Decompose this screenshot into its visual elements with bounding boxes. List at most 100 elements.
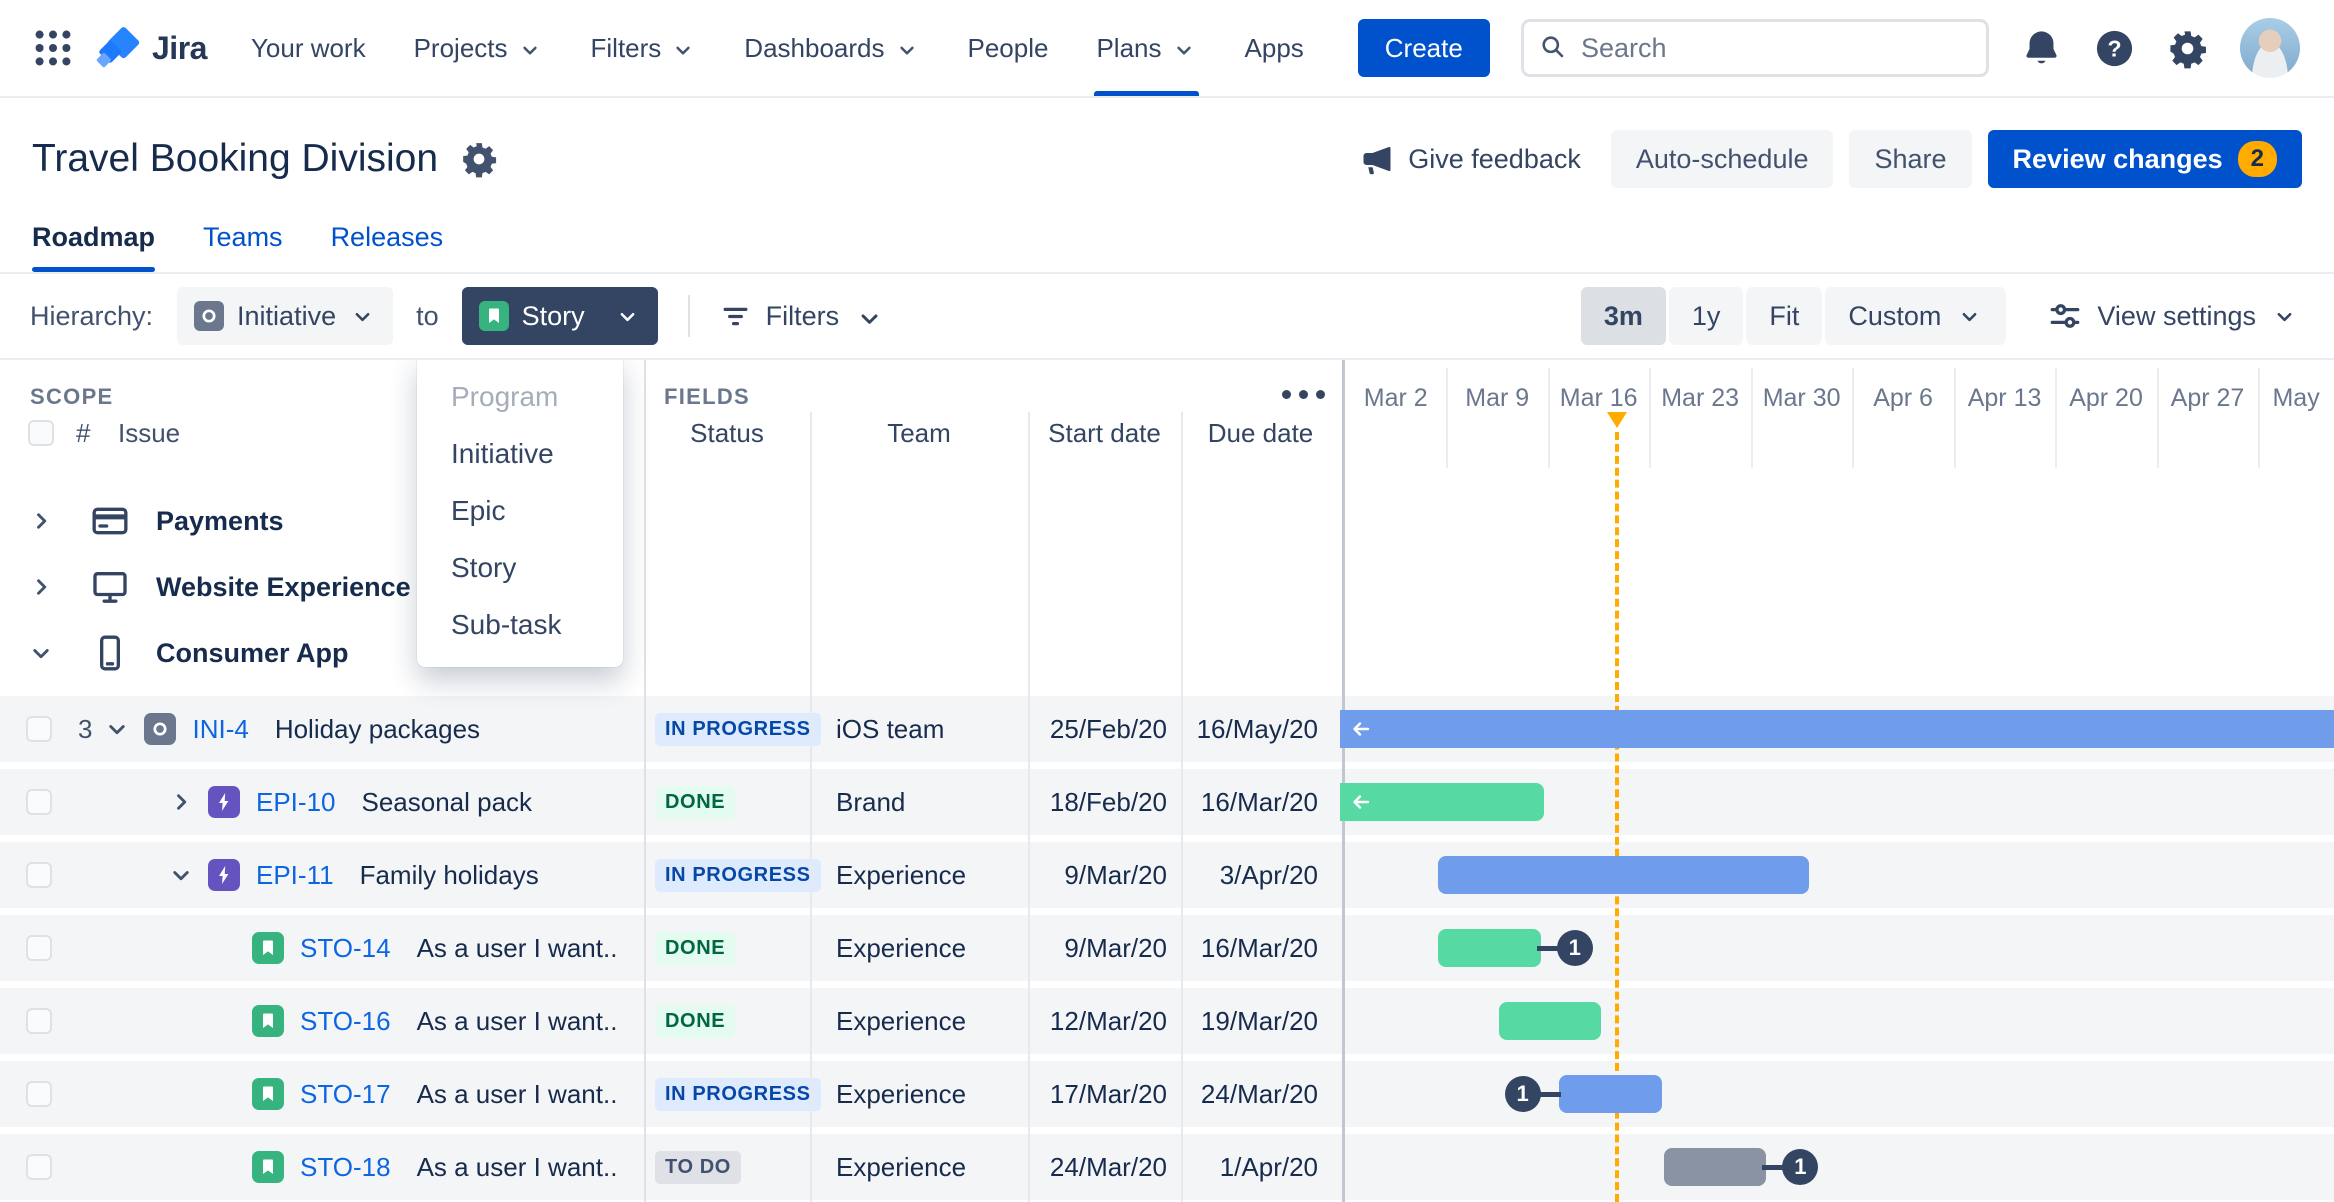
status-cell[interactable]: DONE — [644, 769, 810, 835]
team-cell[interactable]: Experience — [836, 932, 967, 963]
schedule-bar[interactable] — [1340, 783, 1544, 821]
team-cell[interactable]: Experience — [836, 1078, 967, 1109]
range-option-custom[interactable]: Custom — [1825, 287, 2007, 345]
status-badge[interactable]: TO DO — [655, 1150, 741, 1184]
due-date-cell[interactable]: 1/Apr/20 — [1219, 1151, 1318, 1182]
search-box[interactable] — [1521, 19, 1989, 77]
due-date-cell[interactable]: 16/Mar/20 — [1200, 786, 1318, 817]
range-option-fit[interactable]: Fit — [1746, 287, 1823, 345]
select-all-checkbox[interactable] — [28, 420, 54, 446]
status-badge[interactable]: DONE — [655, 1004, 736, 1038]
status-cell[interactable]: IN PROGRESS — [644, 1061, 821, 1127]
nav-item-projects[interactable]: Projects — [414, 0, 543, 96]
team-cell[interactable]: Experience — [836, 1151, 967, 1182]
start-date-cell[interactable]: 25/Feb/20 — [1049, 713, 1167, 744]
nav-item-filters[interactable]: Filters — [591, 0, 697, 96]
status-cell[interactable]: DONE — [644, 988, 810, 1054]
status-cell[interactable]: DONE — [644, 915, 810, 981]
menu-item-sub-task[interactable]: Sub-task — [451, 608, 562, 640]
dependency-count-badge[interactable]: 1 — [1782, 1149, 1819, 1185]
schedule-bar[interactable] — [1664, 1148, 1767, 1186]
menu-item-epic[interactable]: Epic — [451, 494, 506, 526]
due-date-cell[interactable]: 19/Mar/20 — [1200, 1005, 1318, 1036]
notifications-bell-icon[interactable] — [2021, 28, 2062, 69]
status-badge[interactable]: DONE — [655, 785, 736, 819]
chevron-down-icon[interactable] — [166, 860, 196, 890]
chevron-right-icon[interactable] — [26, 572, 56, 602]
issue-key-link[interactable]: EPI-11 — [256, 859, 334, 890]
hierarchy-from-dropdown[interactable]: Initiative — [177, 287, 394, 345]
row-checkbox[interactable] — [26, 862, 52, 888]
start-date-cell[interactable]: 12/Mar/20 — [1049, 1005, 1167, 1036]
nav-item-plans[interactable]: Plans — [1094, 0, 1199, 96]
give-feedback-button[interactable]: Give feedback — [1359, 141, 1581, 177]
due-date-cell[interactable]: 16/May/20 — [1196, 713, 1318, 744]
group-row-consumer-app[interactable]: Consumer App — [0, 620, 2334, 686]
user-avatar[interactable] — [2240, 18, 2300, 78]
row-checkbox[interactable] — [26, 1154, 52, 1180]
app-switcher-icon[interactable] — [30, 25, 76, 71]
row-checkbox[interactable] — [26, 1081, 52, 1107]
chevron-down-icon[interactable] — [26, 638, 56, 668]
team-cell[interactable]: iOS team — [836, 713, 945, 744]
tab-roadmap[interactable]: Roadmap — [32, 220, 156, 272]
nav-item-dashboards[interactable]: Dashboards — [744, 0, 919, 96]
issue-key-link[interactable]: STO-17 — [300, 1078, 391, 1109]
group-row-website-experience[interactable]: Website Experience — [0, 554, 2334, 620]
review-changes-button[interactable]: Review changes 2 — [1987, 130, 2302, 188]
dependency-count-badge[interactable]: 1 — [1504, 1076, 1541, 1112]
more-fields-icon[interactable] — [1282, 390, 1325, 399]
team-cell[interactable]: Brand — [836, 786, 906, 817]
help-icon[interactable]: ? — [2094, 28, 2135, 69]
chevron-right-icon[interactable] — [26, 506, 56, 536]
row-checkbox[interactable] — [26, 935, 52, 961]
create-button[interactable]: Create — [1357, 19, 1490, 77]
due-date-cell[interactable]: 3/Apr/20 — [1219, 859, 1318, 890]
issue-key-link[interactable]: EPI-10 — [256, 786, 336, 817]
issue-key-link[interactable]: STO-14 — [300, 932, 391, 963]
team-cell[interactable]: Experience — [836, 1005, 967, 1036]
group-row-payments[interactable]: Payments — [0, 488, 2334, 554]
status-badge[interactable]: IN PROGRESS — [655, 1077, 821, 1111]
share-button[interactable]: Share — [1849, 130, 1972, 188]
due-date-cell[interactable]: 24/Mar/20 — [1200, 1078, 1318, 1109]
schedule-bar[interactable] — [1438, 856, 1810, 894]
schedule-bar[interactable] — [1558, 1075, 1663, 1113]
plan-settings-gear-icon[interactable] — [460, 140, 498, 178]
start-date-cell[interactable]: 9/Mar/20 — [1064, 859, 1167, 890]
team-cell[interactable]: Experience — [836, 859, 967, 890]
range-option-3m[interactable]: 3m — [1580, 287, 1666, 345]
dependency-count-badge[interactable]: 1 — [1556, 930, 1593, 966]
start-date-cell[interactable]: 9/Mar/20 — [1064, 932, 1167, 963]
filters-dropdown[interactable]: Filters — [720, 301, 882, 332]
settings-gear-icon[interactable] — [2167, 28, 2208, 69]
tab-releases[interactable]: Releases — [330, 222, 444, 252]
schedule-bar[interactable] — [1438, 929, 1541, 967]
range-option-1y[interactable]: 1y — [1668, 287, 1744, 345]
row-checkbox[interactable] — [26, 1008, 52, 1034]
hierarchy-to-dropdown[interactable]: Story — [461, 287, 658, 345]
start-date-cell[interactable]: 18/Feb/20 — [1049, 786, 1167, 817]
menu-item-story[interactable]: Story — [451, 551, 517, 583]
row-checkbox[interactable] — [26, 789, 52, 815]
issue-key-link[interactable]: STO-18 — [300, 1151, 391, 1182]
status-badge[interactable]: DONE — [655, 931, 736, 965]
status-cell[interactable]: IN PROGRESS — [644, 696, 821, 762]
issue-key-link[interactable]: STO-16 — [300, 1005, 391, 1036]
menu-item-initiative[interactable]: Initiative — [451, 437, 554, 469]
status-cell[interactable]: IN PROGRESS — [644, 842, 821, 908]
auto-schedule-button[interactable]: Auto-schedule — [1610, 130, 1834, 188]
tab-teams[interactable]: Teams — [203, 222, 283, 252]
jira-logo[interactable]: Jira — [96, 25, 207, 71]
due-date-cell[interactable]: 16/Mar/20 — [1200, 932, 1318, 963]
schedule-bar[interactable] — [1340, 710, 2334, 748]
nav-item-your-work[interactable]: Your work — [251, 0, 366, 96]
chevron-down-icon[interactable] — [102, 714, 132, 744]
schedule-bar[interactable] — [1499, 1002, 1602, 1040]
view-settings-dropdown[interactable]: View settings — [2048, 299, 2298, 333]
start-date-cell[interactable]: 17/Mar/20 — [1049, 1078, 1167, 1109]
issue-key-link[interactable]: INI-4 — [192, 713, 249, 744]
chevron-right-icon[interactable] — [166, 787, 196, 817]
nav-item-people[interactable]: People — [968, 0, 1049, 96]
status-cell[interactable]: TO DO — [644, 1134, 810, 1200]
